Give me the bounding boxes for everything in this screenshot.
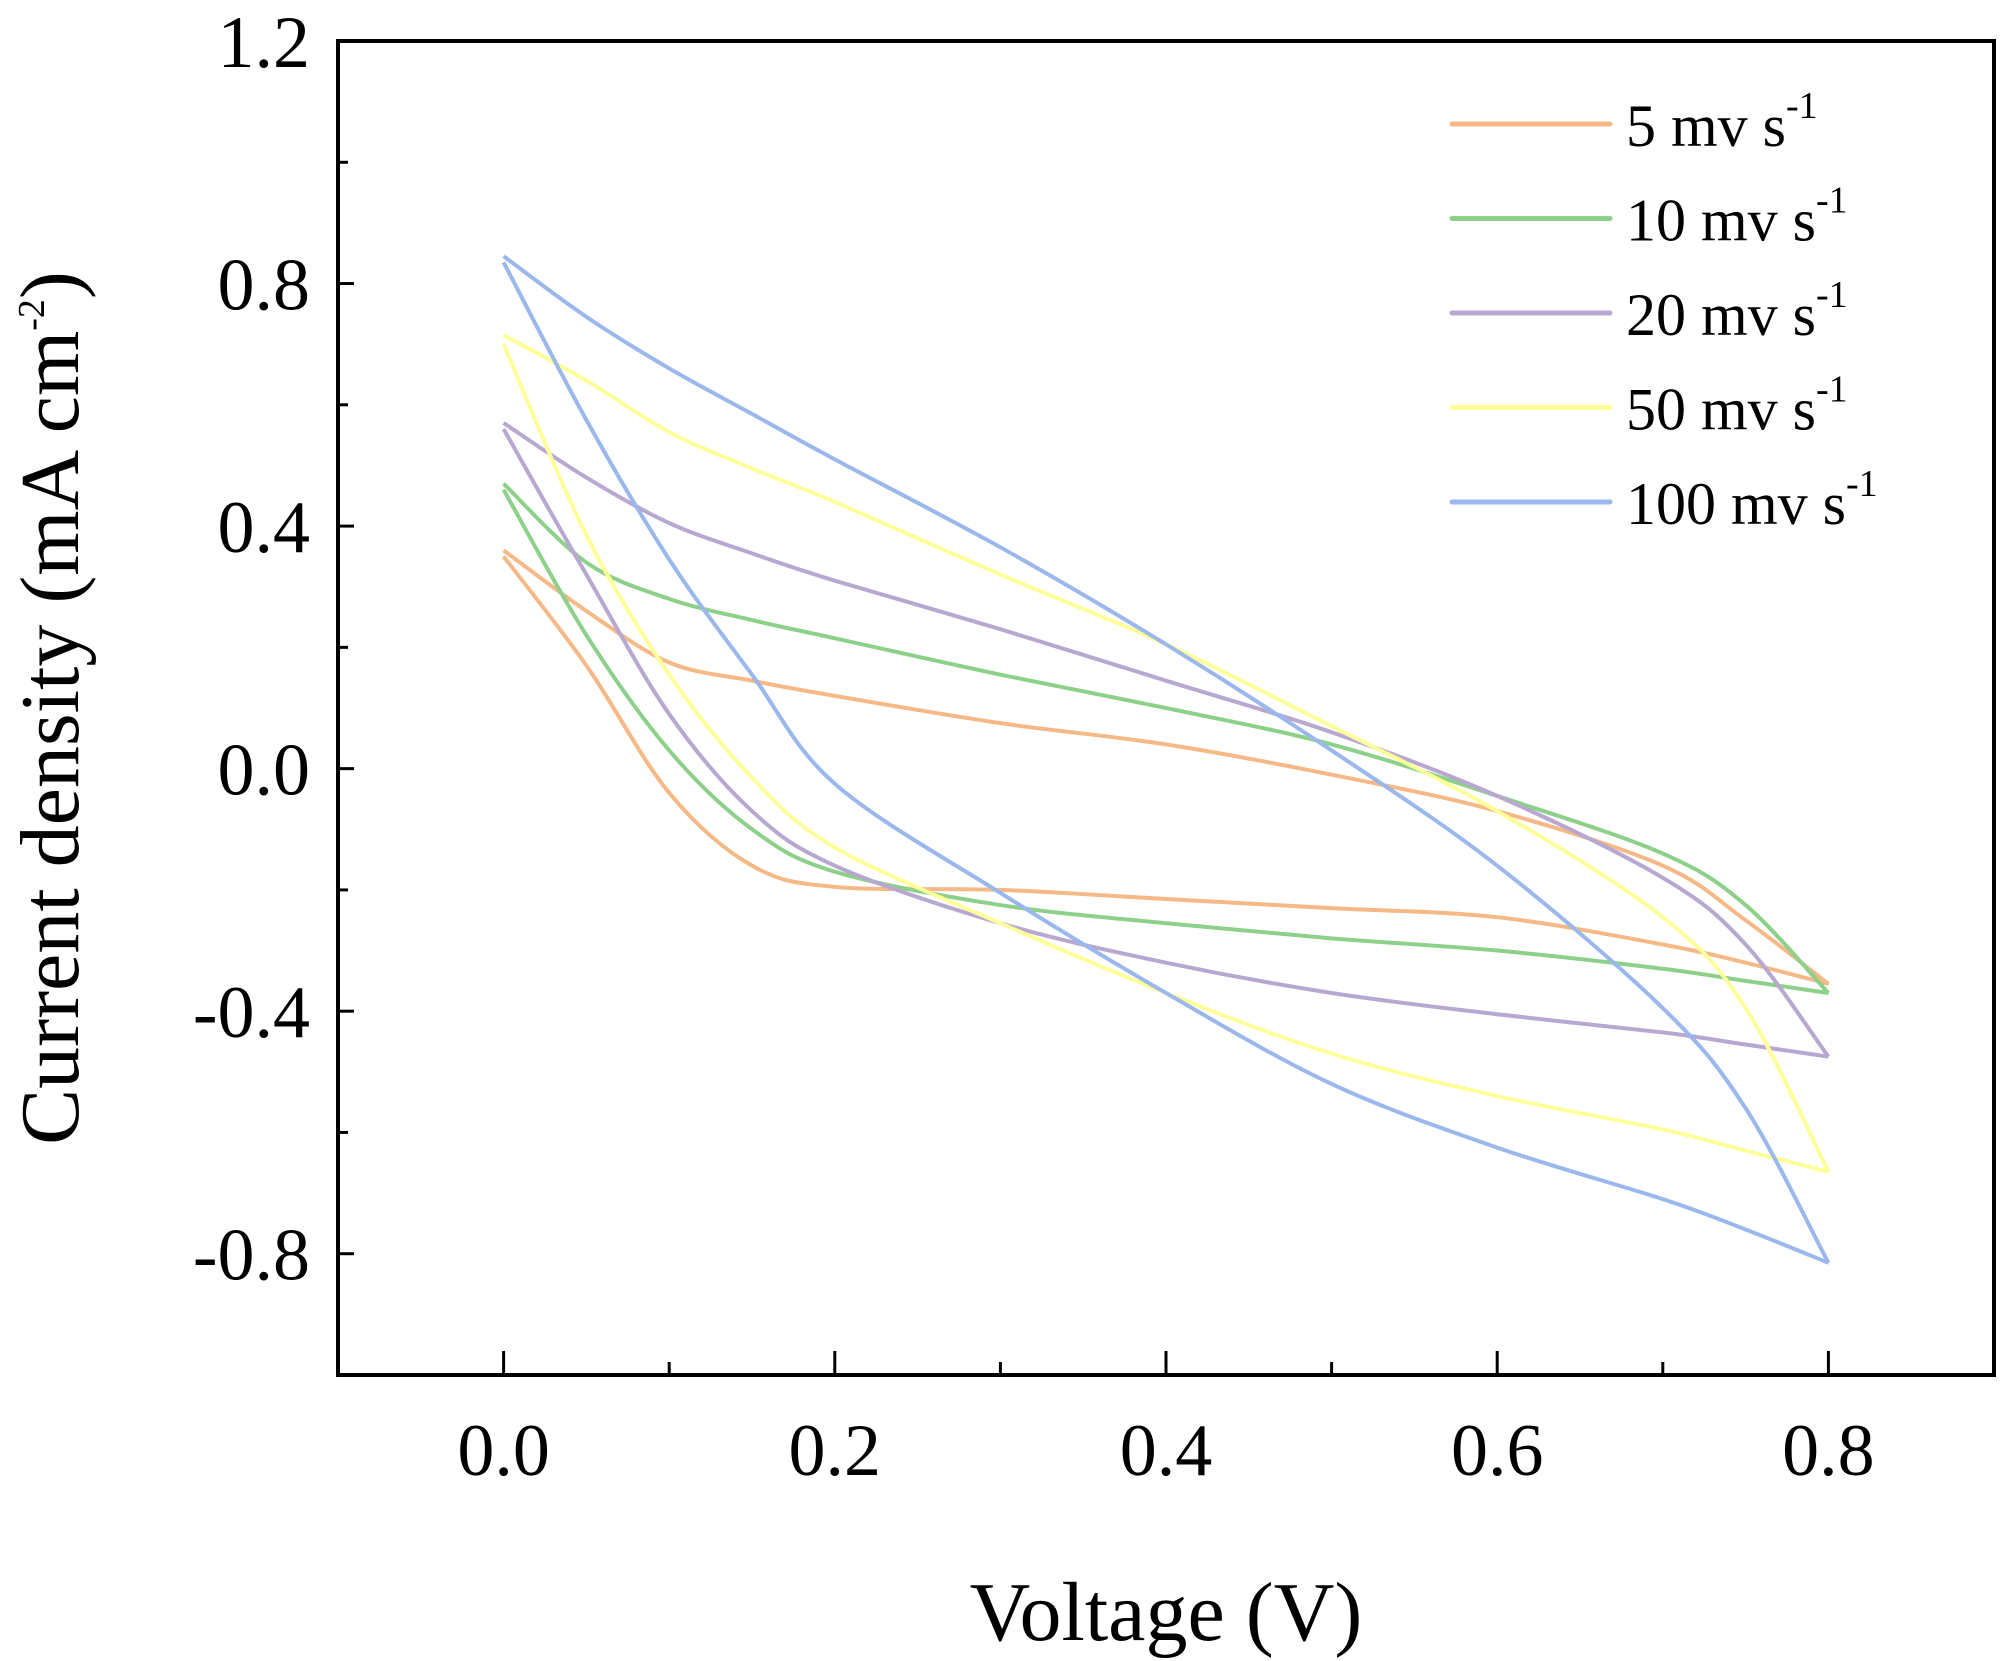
y-tick-label: 1.2 <box>218 2 311 84</box>
y-tick-label: -0.4 <box>193 972 310 1054</box>
series-line-lower <box>501 488 1829 995</box>
series-line-upper <box>502 482 1830 995</box>
x-tick-label: 0.8 <box>1782 1410 1875 1492</box>
x-axis-title: Voltage (V) <box>970 1566 1363 1659</box>
legend-label: 50 mv s-1 <box>1626 369 1848 443</box>
y-axis-title-main: Current density (mA cm <box>4 331 97 1145</box>
legend-label-sup: -1 <box>1846 463 1878 505</box>
series-line-upper <box>502 333 1831 1173</box>
legend-label: 20 mv s-1 <box>1626 274 1848 348</box>
x-tick-label: 0.0 <box>457 1410 550 1492</box>
legend-label-main: 50 mv s <box>1626 377 1816 443</box>
legend-label: 5 mv s-1 <box>1626 85 1818 159</box>
legend-label-main: 20 mv s <box>1626 282 1816 348</box>
legend-label-sup: -1 <box>1816 369 1848 411</box>
legend-label-main: 100 mv s <box>1626 471 1846 537</box>
x-tick-label: 0.2 <box>789 1410 882 1492</box>
series-line-lower <box>501 428 1829 1059</box>
legend-label-sup: -1 <box>1816 180 1848 222</box>
y-tick-label: 0.0 <box>218 730 311 812</box>
series-line-lower <box>502 555 1829 986</box>
series-line-lower <box>501 261 1830 1265</box>
legend-label-sup: -1 <box>1816 274 1848 316</box>
y-tick-label: -0.8 <box>193 1215 310 1297</box>
legend-label: 10 mv s-1 <box>1626 180 1848 254</box>
curves <box>501 254 1831 1265</box>
tick-labels: 0.0 0.2 0.4 0.6 0.8 1.2 0.8 0.4 0.0 -0.4 -0.8 <box>193 2 1875 1492</box>
ticks <box>338 39 1830 1375</box>
y-tick-label: 0.8 <box>218 245 311 327</box>
legend-label: 100 mv s-1 <box>1626 463 1878 537</box>
y-tick-label: 0.4 <box>218 487 311 569</box>
y-axis-title-sup: -2 <box>11 299 53 331</box>
legend-label-sup: -1 <box>1786 85 1818 127</box>
series-line-upper <box>502 421 1831 1058</box>
legend-label-main: 10 mv s <box>1626 188 1816 254</box>
legend-label-main: 5 mv s <box>1626 93 1786 159</box>
series-line-lower <box>501 343 1829 1174</box>
series-line-upper <box>502 254 1831 1264</box>
y-axis-title-tail: ) <box>4 271 97 299</box>
x-tick-label: 0.4 <box>1120 1410 1213 1492</box>
series-line-upper <box>502 548 1830 986</box>
x-tick-label: 0.6 <box>1451 1410 1544 1492</box>
y-axis-title: Current density (mA cm-2) <box>4 271 97 1145</box>
